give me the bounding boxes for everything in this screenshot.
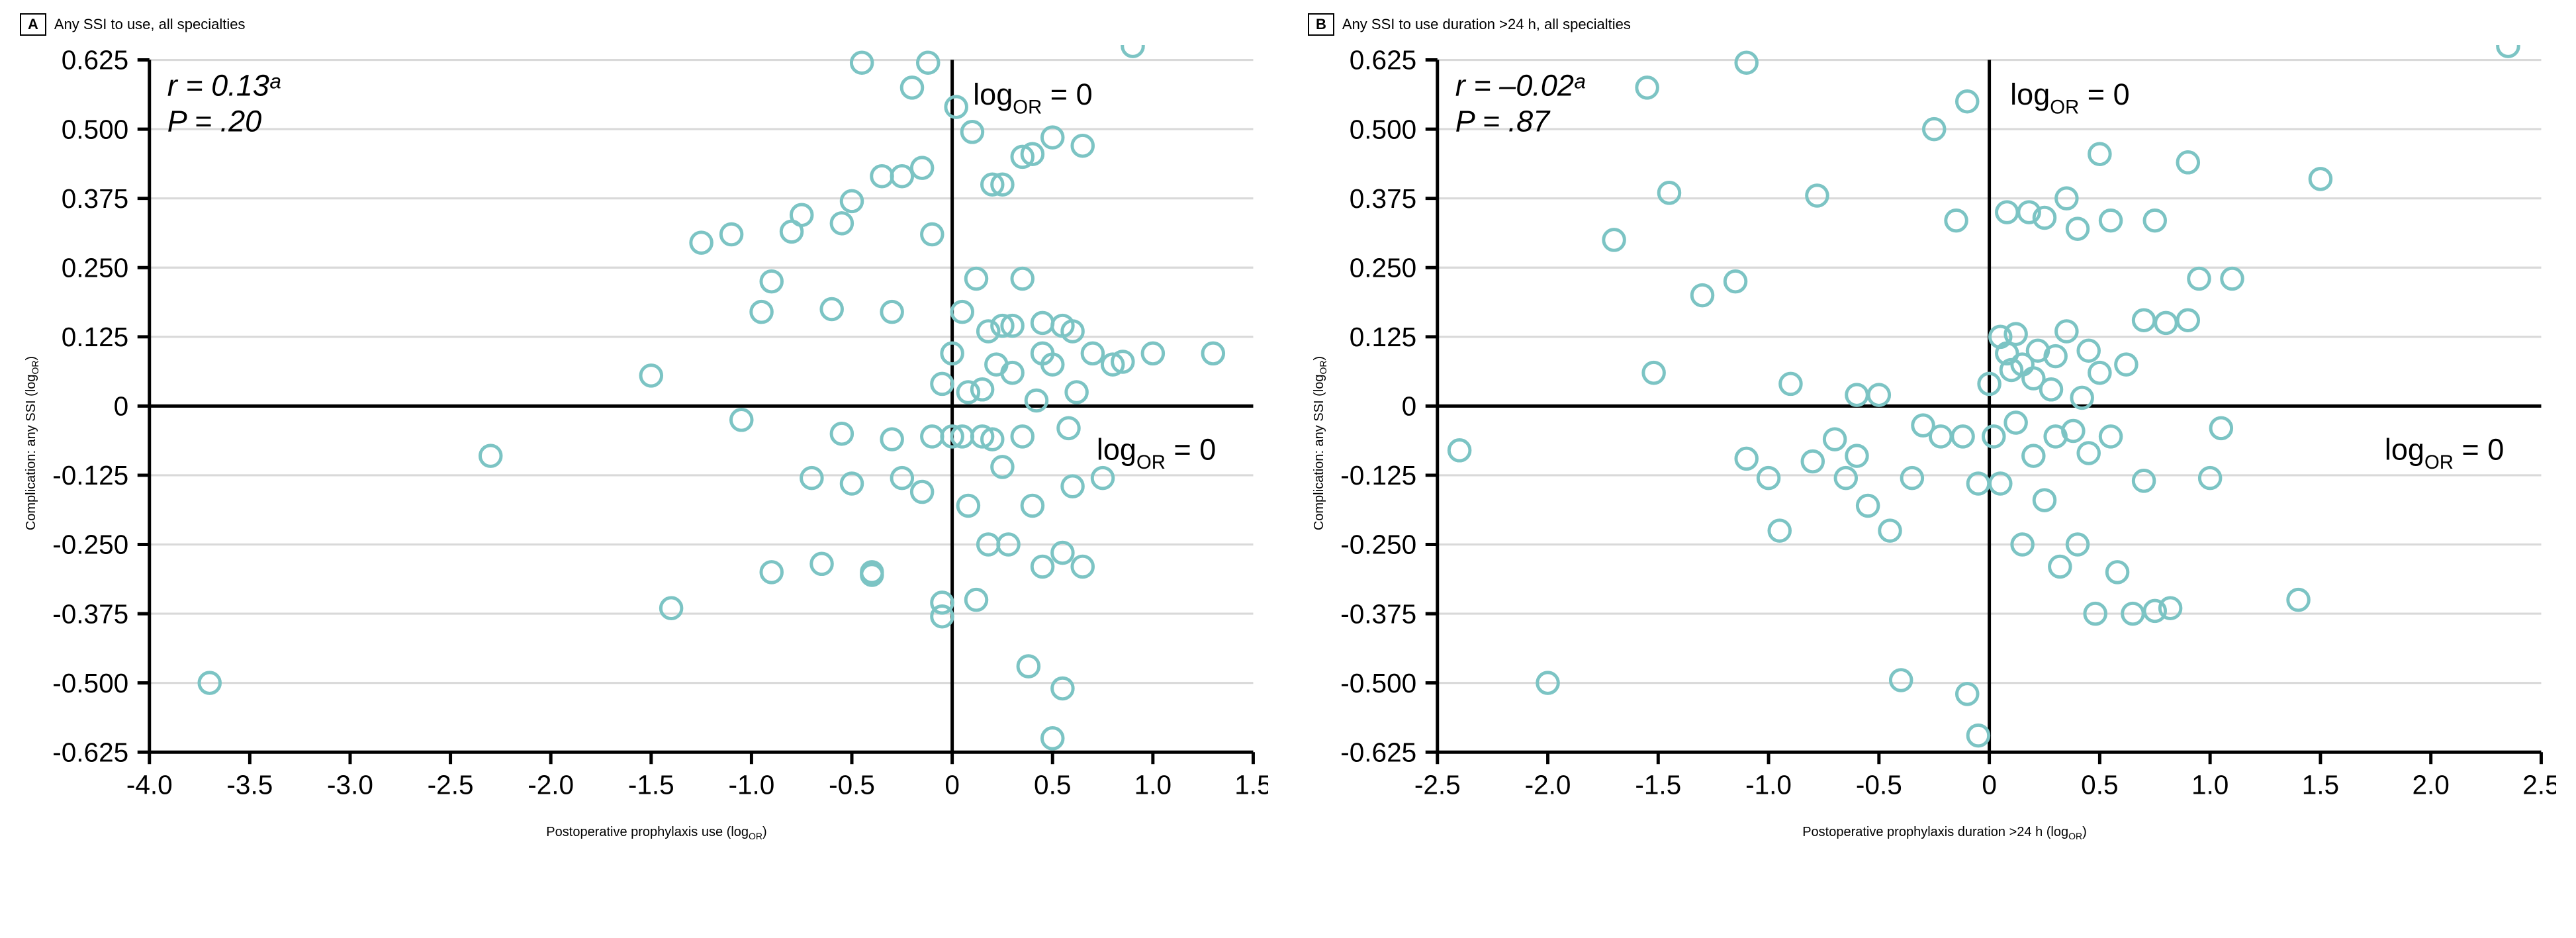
svg-text:r = –0.02ᵃ: r = –0.02ᵃ — [1455, 69, 1585, 103]
svg-text:-0.5: -0.5 — [829, 770, 875, 800]
svg-text:-0.375: -0.375 — [1340, 599, 1416, 630]
svg-text:-0.250: -0.250 — [1340, 530, 1416, 560]
panel-title: Any SSI to use duration >24 h, all speci… — [1342, 16, 1631, 33]
svg-text:0: 0 — [114, 391, 129, 422]
scatter-plot: -2.5 -2.0 -1.5 -1.0 -0.5 0 0.5 1.0 1.5 2.0 2.5 -0.6… — [1333, 45, 2556, 821]
svg-text:0.125: 0.125 — [62, 322, 128, 352]
y-axis-label: Complication: any SSI (logOR) — [1312, 356, 1329, 530]
svg-text:-2.0: -2.0 — [1525, 770, 1571, 800]
svg-text:-1.0: -1.0 — [728, 770, 774, 800]
panel-letter: A — [20, 13, 46, 36]
svg-text:logOR = 0: logOR = 0 — [1097, 433, 1216, 474]
svg-text:-3.5: -3.5 — [226, 770, 273, 800]
scatter-panel: B Any SSI to use duration >24 h, all spec… — [1308, 13, 2556, 841]
svg-text:0.625: 0.625 — [1350, 45, 1416, 75]
svg-text:0.125: 0.125 — [1350, 322, 1416, 352]
chart-wrap: Complication: any SSI (logOR) -4.0 -3.5 -3.… — [20, 45, 1268, 841]
svg-text:1.0: 1.0 — [1134, 770, 1172, 800]
panel-title: Any SSI to use, all specialties — [54, 16, 246, 33]
panel-letter: B — [1308, 13, 1334, 36]
svg-text:logOR = 0: logOR = 0 — [2010, 78, 2129, 119]
svg-text:-1.0: -1.0 — [1745, 770, 1792, 800]
y-axis-label: Complication: any SSI (logOR) — [24, 356, 41, 530]
plot-column: -4.0 -3.5 -3.0 -2.5 -2.0 -1.5 -1.0 -0.5 0 0.5 1.0 1… — [45, 45, 1268, 841]
svg-text:logOR = 0: logOR = 0 — [2385, 433, 2504, 474]
x-axis-label: Postoperative prophylaxis duration >24 h… — [1333, 825, 2556, 841]
svg-text:0: 0 — [1982, 770, 1997, 800]
svg-text:-4.0: -4.0 — [126, 770, 173, 800]
svg-text:-0.5: -0.5 — [1856, 770, 1902, 800]
svg-text:-0.125: -0.125 — [1340, 461, 1416, 491]
svg-text:0.375: 0.375 — [1350, 183, 1416, 214]
svg-text:-0.625: -0.625 — [52, 737, 128, 768]
scatter-plot: -4.0 -3.5 -3.0 -2.5 -2.0 -1.5 -1.0 -0.5 0 0.5 1.0 1… — [45, 45, 1268, 821]
svg-text:0.500: 0.500 — [1350, 115, 1416, 145]
svg-text:0.375: 0.375 — [62, 183, 128, 214]
y-axis-label-column: Complication: any SSI (logOR) — [20, 45, 45, 841]
svg-text:-0.375: -0.375 — [52, 599, 128, 630]
svg-text:2.0: 2.0 — [2412, 770, 2449, 800]
svg-text:0.625: 0.625 — [62, 45, 128, 75]
svg-text:-0.500: -0.500 — [52, 668, 128, 698]
svg-text:-0.125: -0.125 — [52, 461, 128, 491]
svg-text:0.500: 0.500 — [62, 115, 128, 145]
chart-wrap: Complication: any SSI (logOR) -2.5 -2.0 -1.… — [1308, 45, 2556, 841]
svg-text:-3.0: -3.0 — [327, 770, 373, 800]
svg-text:0.250: 0.250 — [1350, 253, 1416, 283]
svg-text:-2.0: -2.0 — [528, 770, 574, 800]
plot-column: -2.5 -2.0 -1.5 -1.0 -0.5 0 0.5 1.0 1.5 2.0 2.5 -0.6… — [1333, 45, 2556, 841]
panel-header: A Any SSI to use, all specialties — [20, 13, 1268, 36]
svg-text:P = .87: P = .87 — [1455, 105, 1551, 138]
x-axis-label: Postoperative prophylaxis use (logOR) — [45, 825, 1268, 841]
svg-text:-1.5: -1.5 — [628, 770, 674, 800]
svg-text:logOR = 0: logOR = 0 — [973, 78, 1092, 119]
svg-text:1.5: 1.5 — [1234, 770, 1268, 800]
svg-text:0.5: 0.5 — [1034, 770, 1071, 800]
svg-text:-2.5: -2.5 — [428, 770, 474, 800]
svg-text:0: 0 — [1402, 391, 1417, 422]
svg-text:1.0: 1.0 — [2191, 770, 2229, 800]
svg-text:-1.5: -1.5 — [1635, 770, 1681, 800]
panel-header: B Any SSI to use duration >24 h, all spec… — [1308, 13, 2556, 36]
y-axis-label-column: Complication: any SSI (logOR) — [1308, 45, 1333, 841]
svg-text:-2.5: -2.5 — [1414, 770, 1461, 800]
svg-text:0.250: 0.250 — [62, 253, 128, 283]
scatter-panel: A Any SSI to use, all specialties Complica… — [20, 13, 1268, 841]
svg-text:-0.500: -0.500 — [1340, 668, 1416, 698]
svg-text:P = .20: P = .20 — [167, 105, 261, 138]
svg-text:r = 0.13ᵃ: r = 0.13ᵃ — [167, 69, 281, 103]
svg-text:2.5: 2.5 — [2522, 770, 2556, 800]
svg-text:0.5: 0.5 — [2081, 770, 2118, 800]
svg-text:0: 0 — [944, 770, 960, 800]
svg-text:-0.250: -0.250 — [52, 530, 128, 560]
svg-text:-0.625: -0.625 — [1340, 737, 1416, 768]
figure-row: A Any SSI to use, all specialties Complica… — [20, 13, 2556, 841]
svg-text:1.5: 1.5 — [2302, 770, 2339, 800]
